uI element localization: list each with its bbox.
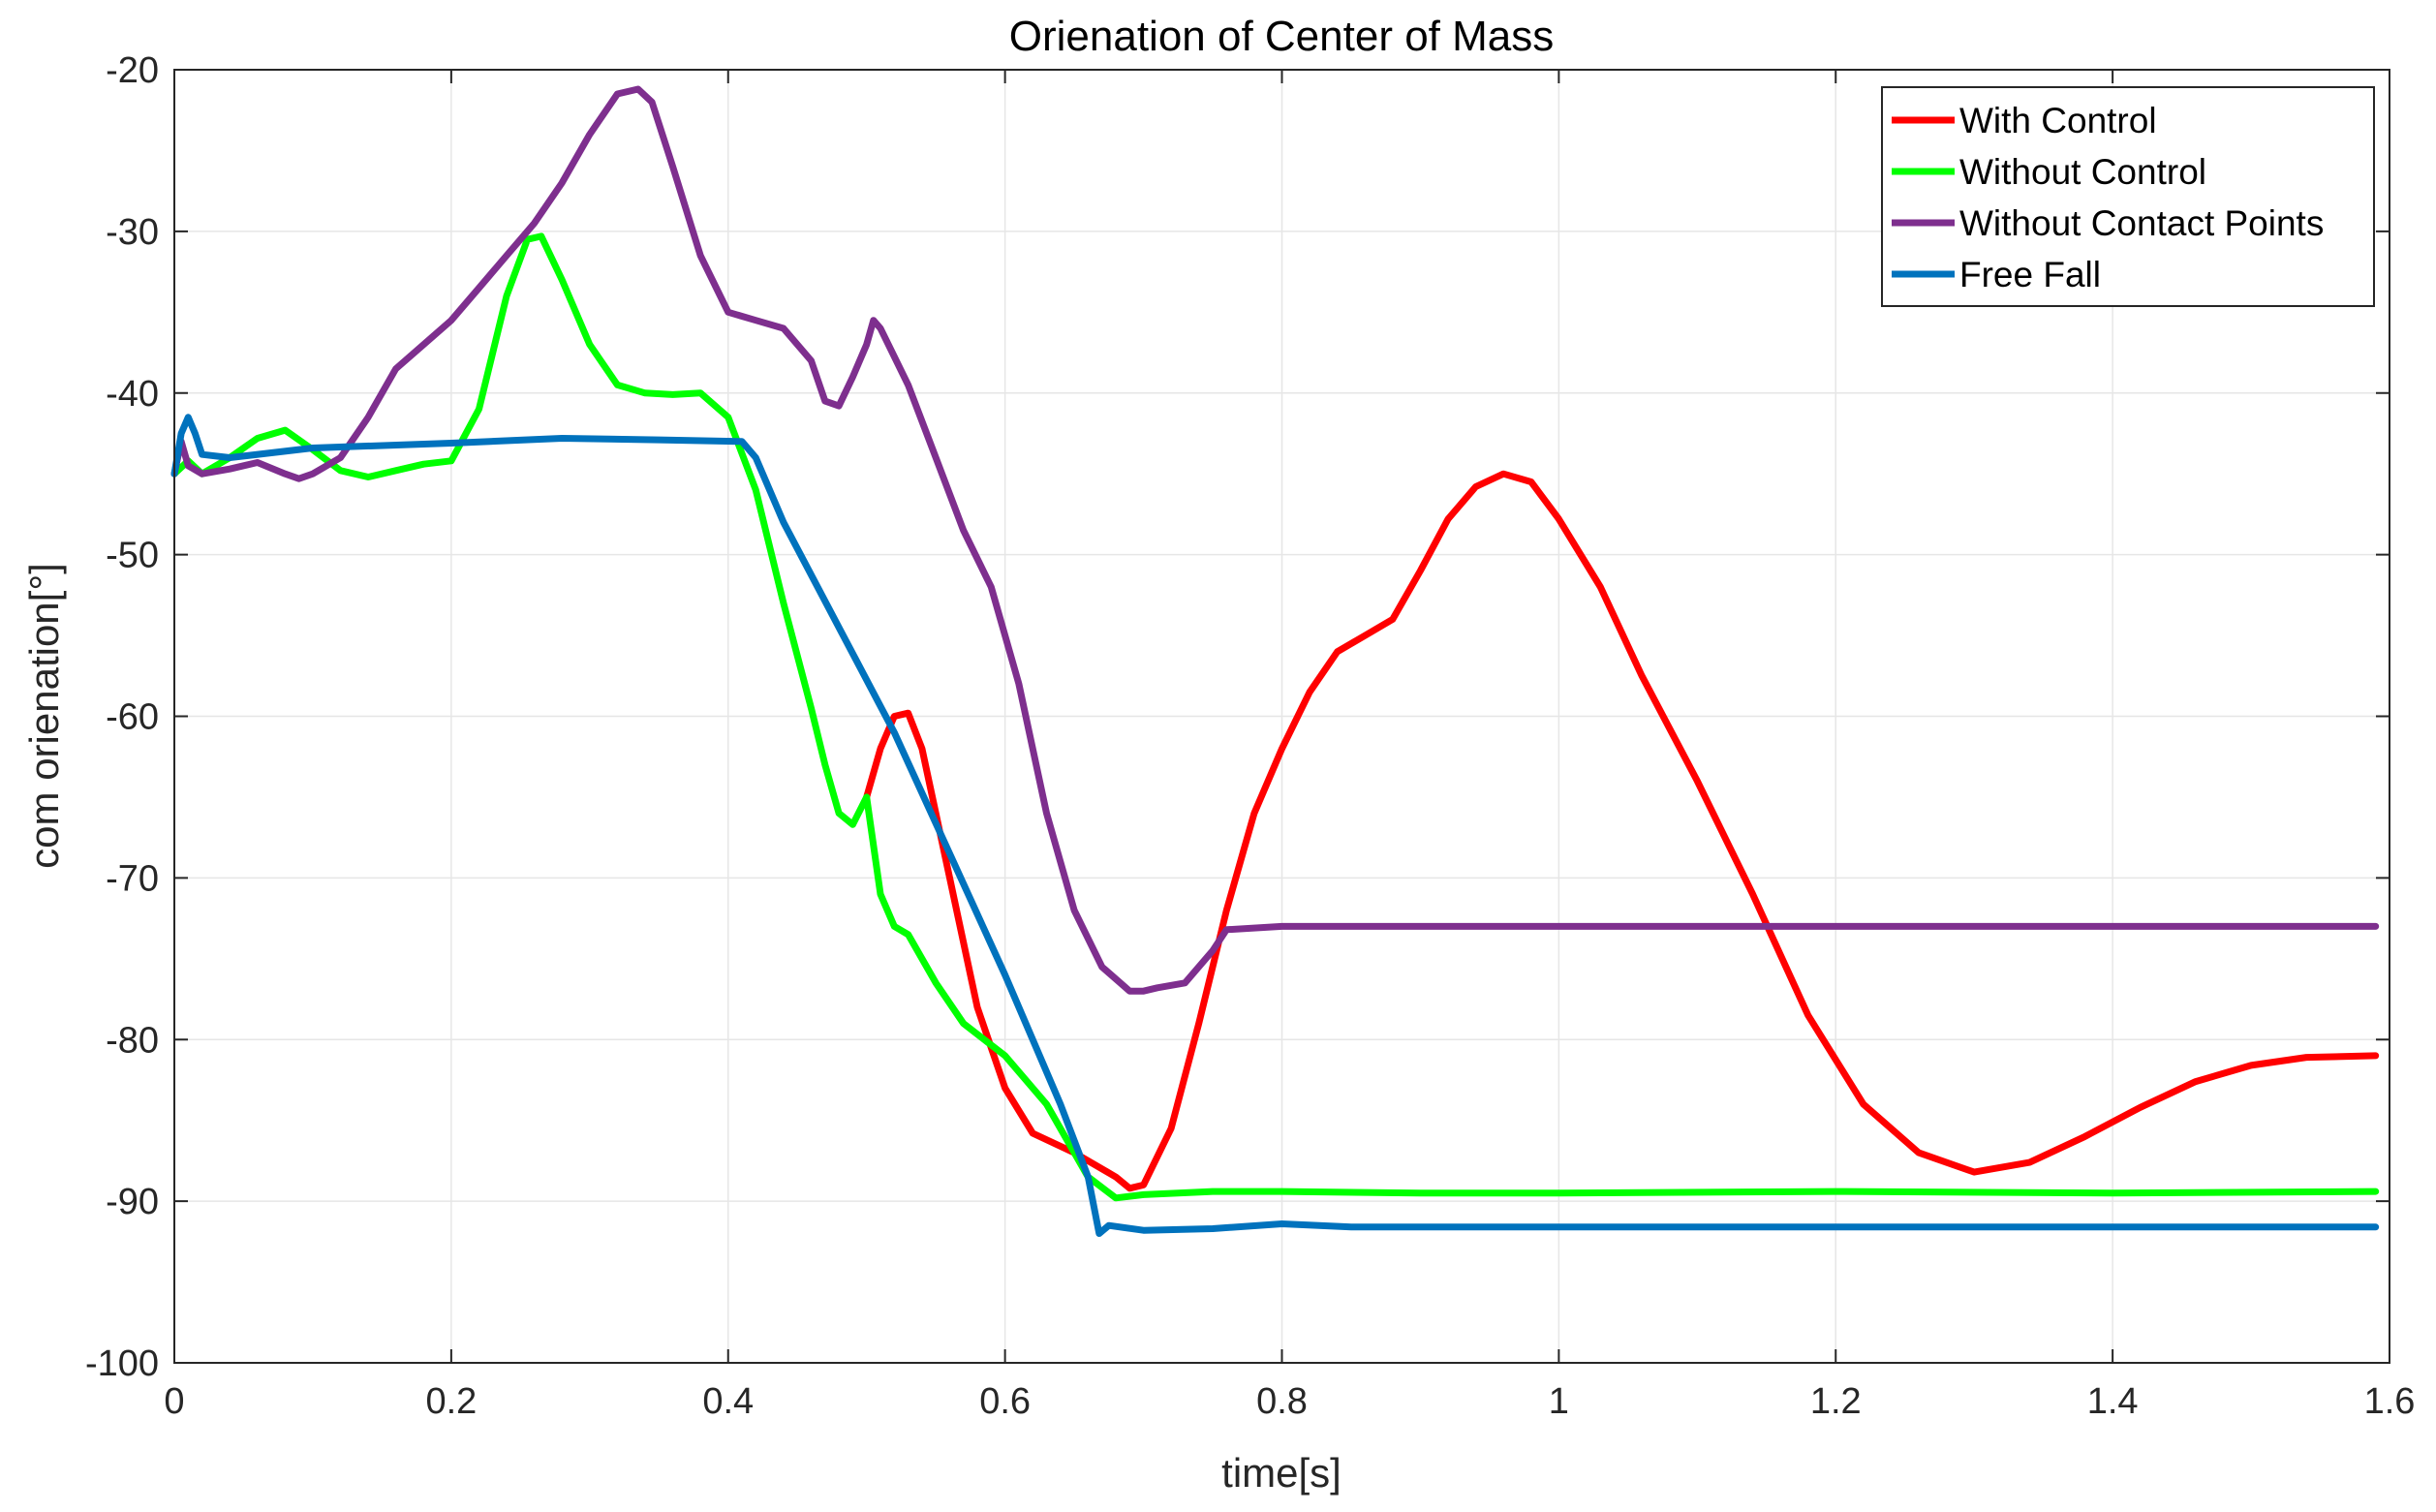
series-line-without-contact-points — [170, 85, 2380, 995]
legend-label-with-control: With Control — [1959, 101, 2157, 140]
y-tick-label: -20 — [106, 50, 159, 91]
legend-box — [1881, 86, 2375, 307]
series-line-without-control — [170, 232, 2380, 1202]
y-tick-label: -40 — [106, 374, 159, 415]
y-tick-label: -30 — [106, 212, 159, 253]
x-tick-label: 1.6 — [2364, 1381, 2416, 1422]
series-lines — [170, 85, 2380, 1237]
y-tick-label: -100 — [85, 1343, 159, 1384]
chart-title: Orienation of Center of Mass — [1009, 13, 1554, 60]
legend-label-without-contact-points: Without Contact Points — [1959, 203, 2324, 243]
x-tick-label: 0.8 — [1256, 1381, 1308, 1422]
axis-ticks: 0 0.2 0.4 0.6 0.8 1 1.2 1.4 1.6 -100 -90 -80 -70 -60 -… — [85, 50, 2415, 1422]
y-axis-label: com orienation[°] — [21, 563, 67, 869]
legend: With Control Without Control Without Conta… — [1881, 86, 2375, 307]
y-tick-label: -60 — [106, 697, 159, 738]
x-tick-label: 0.4 — [702, 1381, 754, 1422]
series-line-free-fall — [170, 414, 2380, 1237]
y-tick-label: -50 — [106, 536, 159, 576]
legend-label-without-control: Without Control — [1959, 152, 2206, 192]
x-tick-label: 1 — [1549, 1381, 1569, 1422]
x-tick-label: 0.2 — [425, 1381, 477, 1422]
series-line-with-control — [863, 470, 2380, 1192]
x-tick-label: 0.6 — [979, 1381, 1031, 1422]
y-tick-label: -80 — [106, 1020, 159, 1061]
y-tick-label: -90 — [106, 1182, 159, 1222]
x-tick-label: 1.2 — [1810, 1381, 1862, 1422]
y-tick-label: -70 — [106, 858, 159, 899]
x-tick-label: 1.4 — [2087, 1381, 2139, 1422]
x-tick-label: 0 — [164, 1381, 184, 1422]
x-axis-label: time[s] — [1221, 1450, 1341, 1496]
legend-label-free-fall: Free Fall — [1959, 255, 2101, 294]
